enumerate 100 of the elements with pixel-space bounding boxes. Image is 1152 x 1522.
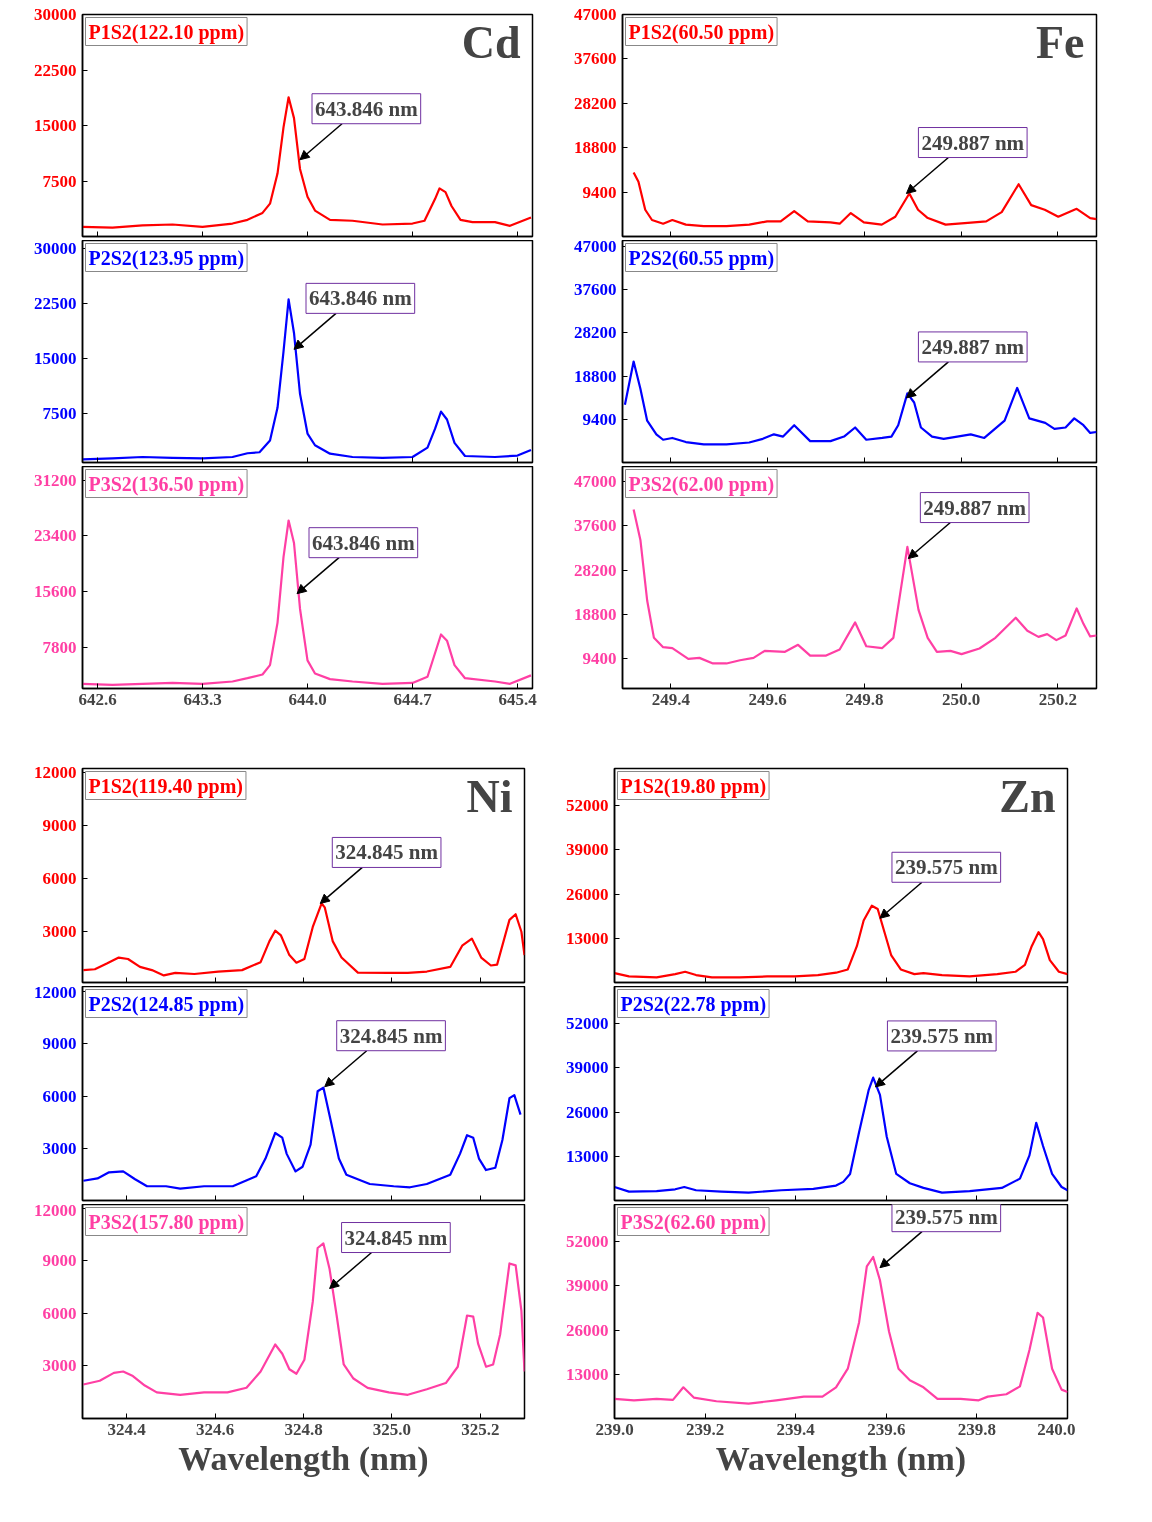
y-tick-label: 39000 bbox=[566, 1276, 609, 1296]
x-tick-label: 250.2 bbox=[1038, 689, 1077, 709]
y-tick-label: 47000 bbox=[574, 472, 617, 492]
x-tick-label: 249.8 bbox=[845, 689, 884, 709]
y-tick-label: 13000 bbox=[566, 1146, 609, 1166]
x-tick-label: 239.0 bbox=[595, 1419, 634, 1439]
y-tick-label: 28200 bbox=[574, 323, 617, 343]
text: P1S2(119.40 ppm) bbox=[88, 774, 243, 798]
y-tick-label: 22500 bbox=[34, 60, 77, 80]
y-tick-label: 9000 bbox=[42, 815, 77, 835]
y-tick-label: 37600 bbox=[574, 280, 617, 300]
annotation: 643.846 nm bbox=[309, 286, 413, 311]
y-tick-label: 26000 bbox=[566, 1320, 609, 1340]
annotation: 239.575 nm bbox=[894, 855, 999, 880]
x-tick-label: 240.0 bbox=[1037, 1419, 1076, 1439]
x-tick-label: 239.6 bbox=[867, 1419, 906, 1439]
text: P1S2(122.10 ppm) bbox=[88, 20, 245, 44]
y-tick-label: 39000 bbox=[566, 840, 609, 860]
x-tick-label: 239.4 bbox=[776, 1419, 816, 1439]
y-tick-label: 52000 bbox=[566, 1232, 609, 1252]
x-tick-label: 644.7 bbox=[393, 689, 433, 709]
annotation: 249.887 nm bbox=[923, 495, 1027, 520]
annotation: 643.846 nm bbox=[312, 530, 416, 555]
y-tick-label: 37600 bbox=[574, 49, 617, 69]
y-tick-label: 7500 bbox=[42, 404, 77, 424]
y-tick-label: 6000 bbox=[42, 1086, 77, 1106]
y-tick-label: 7800 bbox=[42, 638, 77, 658]
y-tick-label: 28200 bbox=[574, 93, 617, 113]
text: P3S2(62.60 ppm) bbox=[620, 1210, 767, 1234]
y-tick-label: 31200 bbox=[34, 470, 77, 490]
line-series bbox=[632, 171, 1097, 228]
annotation: 249.887 nm bbox=[921, 130, 1025, 155]
y-tick-label: 15600 bbox=[34, 582, 77, 602]
annotation: 249.887 nm bbox=[921, 334, 1025, 359]
text: P2S2(22.78 ppm) bbox=[620, 992, 767, 1016]
y-tick-label: 28200 bbox=[574, 560, 617, 580]
y-tick-label: 12000 bbox=[34, 762, 77, 782]
y-tick-label: 30000 bbox=[34, 238, 77, 258]
text: P1S2(60.50 ppm) bbox=[628, 20, 775, 44]
y-tick-label: 6000 bbox=[42, 1303, 77, 1323]
y-tick-label: 13000 bbox=[566, 928, 609, 948]
y-tick-label: 18800 bbox=[574, 605, 617, 624]
y-tick-label: 47000 bbox=[574, 236, 617, 256]
annotation: 239.575 nm bbox=[890, 1023, 994, 1048]
x-tick-label: 324.4 bbox=[107, 1419, 147, 1439]
y-tick-label: 9400 bbox=[582, 649, 617, 669]
annotation: 324.845 nm bbox=[344, 1225, 448, 1250]
text: P3S2(157.80 ppm) bbox=[88, 1210, 245, 1234]
series-label: P3S2(62.00 ppm) bbox=[628, 472, 775, 496]
line-series bbox=[614, 1255, 1068, 1405]
chart-title: Ni bbox=[466, 770, 513, 822]
y-tick-label: 23400 bbox=[34, 526, 77, 546]
y-tick-label: 18800 bbox=[574, 138, 617, 158]
line-series bbox=[82, 96, 533, 229]
x-tick-label: 239.2 bbox=[685, 1419, 725, 1439]
y-tick-label: 9400 bbox=[582, 182, 617, 202]
x-tick-label: 643.3 bbox=[183, 689, 222, 709]
y-tick-label: 47000 bbox=[574, 5, 617, 24]
x-tick-label: 249.4 bbox=[651, 689, 691, 709]
text: P1S2(19.80 ppm) bbox=[620, 774, 767, 798]
y-tick-label: 12000 bbox=[34, 982, 77, 1002]
x-tick-label: 239.8 bbox=[957, 1419, 997, 1439]
chart-title: Zn bbox=[999, 770, 1056, 822]
y-tick-label: 15000 bbox=[34, 116, 77, 135]
x-tick-label: 325.0 bbox=[372, 1419, 412, 1439]
line-series bbox=[82, 519, 533, 686]
annotation: 324.845 nm bbox=[335, 840, 439, 865]
y-tick-label: 9000 bbox=[42, 1251, 77, 1271]
y-tick-label: 9400 bbox=[582, 409, 617, 429]
line-series bbox=[623, 360, 1097, 446]
annotation: 643.846 nm bbox=[315, 96, 419, 121]
y-tick-label: 39000 bbox=[566, 1058, 609, 1078]
x-tick-label: 324.6 bbox=[195, 1419, 235, 1439]
line-series bbox=[614, 1076, 1068, 1194]
x-tick-label: 325.2 bbox=[461, 1419, 500, 1439]
y-tick-label: 9000 bbox=[42, 1034, 77, 1054]
x-tick-label: 645.4 bbox=[498, 689, 538, 709]
y-tick-label: 52000 bbox=[566, 796, 609, 816]
y-tick-label: 12000 bbox=[34, 1200, 77, 1220]
x-axis-title: Wavelength (nm) bbox=[715, 1439, 967, 1478]
annotation: 324.845 nm bbox=[339, 1023, 443, 1048]
y-tick-label: 52000 bbox=[566, 1014, 609, 1034]
text: P2S2(60.55 ppm) bbox=[628, 246, 775, 270]
text: P3S2(136.50 ppm) bbox=[88, 472, 245, 496]
x-tick-label: 249.6 bbox=[748, 689, 787, 709]
y-tick-label: 3000 bbox=[42, 1138, 77, 1158]
y-tick-label: 22500 bbox=[34, 294, 77, 314]
text: P2S2(123.95 ppm) bbox=[88, 246, 245, 270]
y-tick-label: 15000 bbox=[34, 349, 77, 369]
x-tick-label: 644.0 bbox=[288, 689, 327, 709]
y-tick-label: 18800 bbox=[574, 366, 617, 386]
y-tick-label: 6000 bbox=[42, 868, 77, 888]
y-tick-label: 30000 bbox=[34, 5, 77, 24]
y-tick-label: 3000 bbox=[42, 1356, 77, 1376]
y-tick-label: 26000 bbox=[566, 884, 609, 904]
y-tick-label: 7500 bbox=[42, 171, 77, 191]
text: P2S2(124.85 ppm) bbox=[88, 992, 245, 1016]
y-tick-label: 13000 bbox=[566, 1364, 609, 1384]
y-tick-label: 37600 bbox=[574, 516, 617, 536]
x-tick-label: 324.8 bbox=[284, 1419, 323, 1439]
